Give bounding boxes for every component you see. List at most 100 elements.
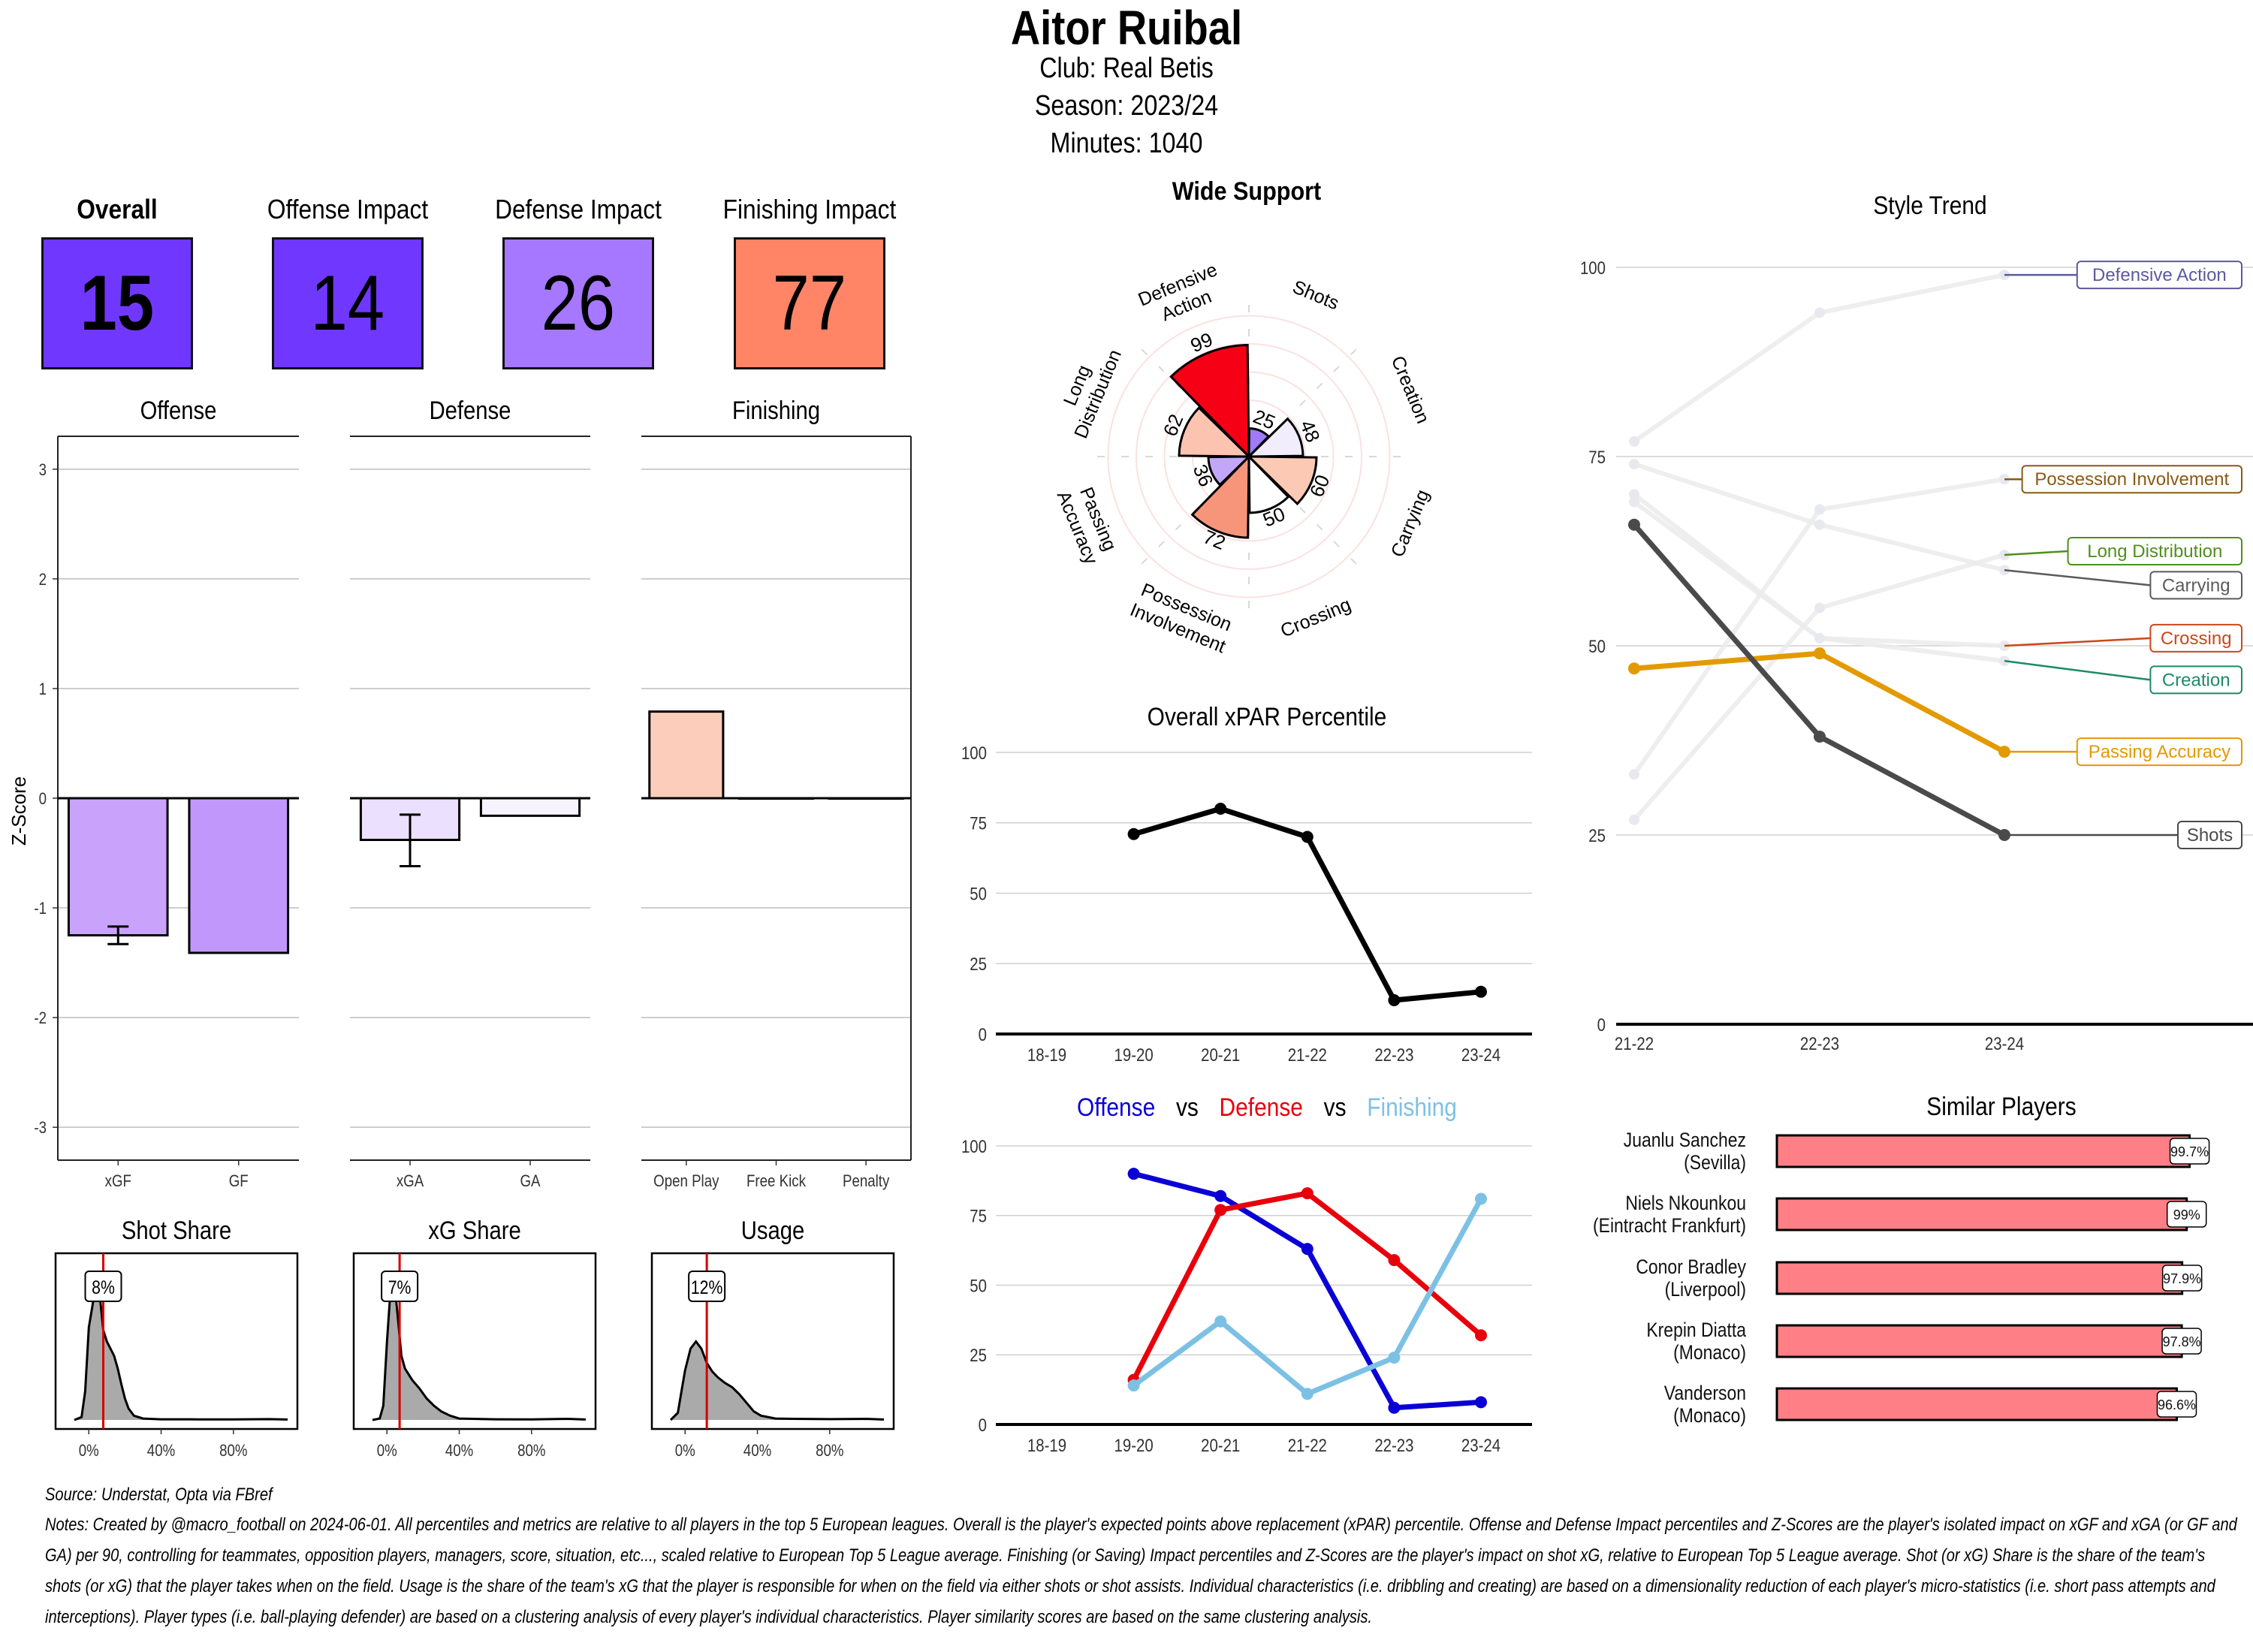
x-tick-label: 22-23 [1374,1045,1413,1065]
density-x-tick-label: 0% [675,1442,695,1461]
polar-category-label-crossing: Crossing [1277,594,1354,642]
share-density-charts: Shot Share 8% 0% 40% 80% xG Share 7% 0% 40% 80… [54,1216,895,1461]
density-x-tick-label: 40% [743,1442,771,1461]
odf-title-finishing: Finishing [1367,1093,1457,1121]
series-line-finishing [1132,1197,1484,1397]
y-tick-label: 75 [970,1206,987,1226]
zscore-chart: Z-Score 3 2 1 0 -1 -2 -3 Offense xGF GF Defense… [8,396,912,1191]
finishing-panel: Finishing Open Play Free Kick Penalty [641,396,912,1190]
shot-share-title: Shot Share [122,1216,231,1245]
defense-impact-value-box: 26 [502,237,654,369]
y-tick-label: 25 [970,954,987,975]
density-x-tick-label: 0% [79,1442,99,1461]
zscore-y-ticks: 3 2 1 0 -1 -2 -3 [34,461,58,1138]
polar-category-label-line: Carrying [1387,487,1434,560]
zscore-x-label-gf: GF [229,1173,249,1191]
similar-player-bar [1775,1387,2178,1421]
similar-player-bar [1775,1324,2183,1358]
style-series-label-passing-accuracy: Passing Accuracy [2089,742,2230,762]
label-box-defensive-action [2076,261,2242,290]
xpar-title: Overall xPAR Percentile [1148,702,1387,731]
density-x-tick-label: 0% [377,1442,397,1461]
y-tick-label: 50 [1588,636,1606,656]
plot-area: 0 25 50 75 100 18-19 19-20 20-21 21-22 22-23 23-24 [961,743,1532,1065]
y-tick-label: 100 [961,1136,987,1156]
similar-player-row: Conor Bradley(Liverpool) 97.9% [1636,1256,2203,1301]
data-point [1127,1168,1140,1180]
data-point [1629,436,1639,447]
odf-title-vs-2: vs [1324,1093,1347,1121]
x-tick-label: 20-21 [1201,1045,1240,1065]
label-leader-creation [2004,659,2151,681]
data-point [1475,1396,1487,1409]
y-tick-label: 50 [970,1276,987,1296]
odf-title-vs-1: vs [1176,1093,1199,1121]
y-tick-label: 50 [970,884,987,904]
label-leader-crossing [2004,637,2151,647]
style-trend-title: Style Trend [1873,191,1986,219]
similar-player-name: Krepin Diatta [1646,1319,1746,1341]
similar-player-bar [1775,1197,2188,1231]
zscore-x-label-xgf: xGF [105,1173,131,1191]
plot-area: 0 25 50 75 100 21-22 22-23 23-24 Defensive Actio… [1580,258,2253,1054]
polar-bars [1169,343,1318,539]
odf-title-offense: Offense [1077,1093,1155,1121]
data-point [1301,831,1313,843]
label-box-carrying [2149,571,2243,600]
x-tick-label: 19-20 [1114,1045,1154,1065]
y-tick-label: 25 [970,1346,987,1366]
zscore-x-label-ga: GA [520,1173,540,1191]
odf-title: Offense vs Defense vs Finishing [1077,1093,1457,1121]
data-point [1629,459,1639,470]
data-point [1214,803,1227,815]
density-x-tick-label: 40% [445,1442,473,1461]
density-area [671,1341,884,1420]
x-tick-label: 18-19 [1027,1045,1066,1065]
y-tick-label: 0 [979,1024,987,1045]
odf-title-defense: Defense [1220,1093,1303,1121]
x-tick-label: 22-23 [1374,1435,1413,1455]
data-point [1814,602,1825,613]
x-tick-label: 23-24 [1985,1033,2024,1054]
similar-player-row: Vanderson(Monaco) 96.6% [1664,1382,2197,1427]
density-x-tick-label: 80% [816,1442,843,1461]
similar-player-club: (Monaco) [1673,1341,1746,1364]
value-label-box [688,1271,726,1302]
offense-panel-title: Offense [140,396,217,425]
x-tick-label: 23-24 [1461,1045,1500,1065]
notes-text: Notes: Created by @macro_football on 202… [45,1515,2237,1627]
density-x-tick-label: 80% [219,1442,247,1461]
data-point [1629,769,1639,780]
similar-player-row: Krepin Diatta(Monaco) 97.8% [1646,1319,2202,1364]
data-point [1628,662,1640,675]
plot-area: 0 25 50 75 100 18-19 19-20 20-21 21-22 22-23 23-24 [961,1136,1532,1455]
similar-player-bar [1775,1261,2184,1295]
polar-category-label-shots: Shots [1289,276,1342,314]
offense-impact-label: Offense Impact [267,194,429,225]
xg-share-title: xG Share [428,1216,520,1245]
usage-title: Usage [741,1216,804,1245]
xg-share-panel: xG Share 7% 0% 40% 80% [352,1216,597,1461]
polar-bar-long-distribution [1178,405,1252,458]
defense-panel-title: Defense [430,396,511,425]
polar-category-label-carrying: Carrying [1387,487,1434,560]
similar-players-chart: Similar Players Juanlu Sanchez(Sevilla) 9… [1593,1092,2210,1427]
zscore-y-tick-label: 0 [39,791,47,809]
label-box-shots [2177,821,2242,849]
source-note: Source: Understat, Opta via FBref [45,1479,2245,1510]
style-series-label-carrying: Carrying [2162,575,2230,595]
defense-impact-value: 26 [541,259,616,347]
player-name: Aitor Ruibal [1010,1,1243,55]
x-tick-label: 21-22 [1288,1045,1327,1065]
data-point [1214,1315,1227,1328]
style-series-label-shots: Shots [2187,825,2233,846]
x-tick-label: 20-21 [1201,1435,1240,1455]
similar-player-name: Vanderson [1664,1382,1746,1404]
style-series-label-crossing: Crossing [2161,629,2232,649]
usage-value-label: 12% [691,1277,723,1298]
zscore-axis-label: Z-Score [8,776,30,846]
data-point [1127,828,1140,840]
polar-bar-carrying [1246,455,1318,506]
polar-bar-defensive-action [1169,343,1250,460]
similarity-label-box [2169,1138,2210,1165]
